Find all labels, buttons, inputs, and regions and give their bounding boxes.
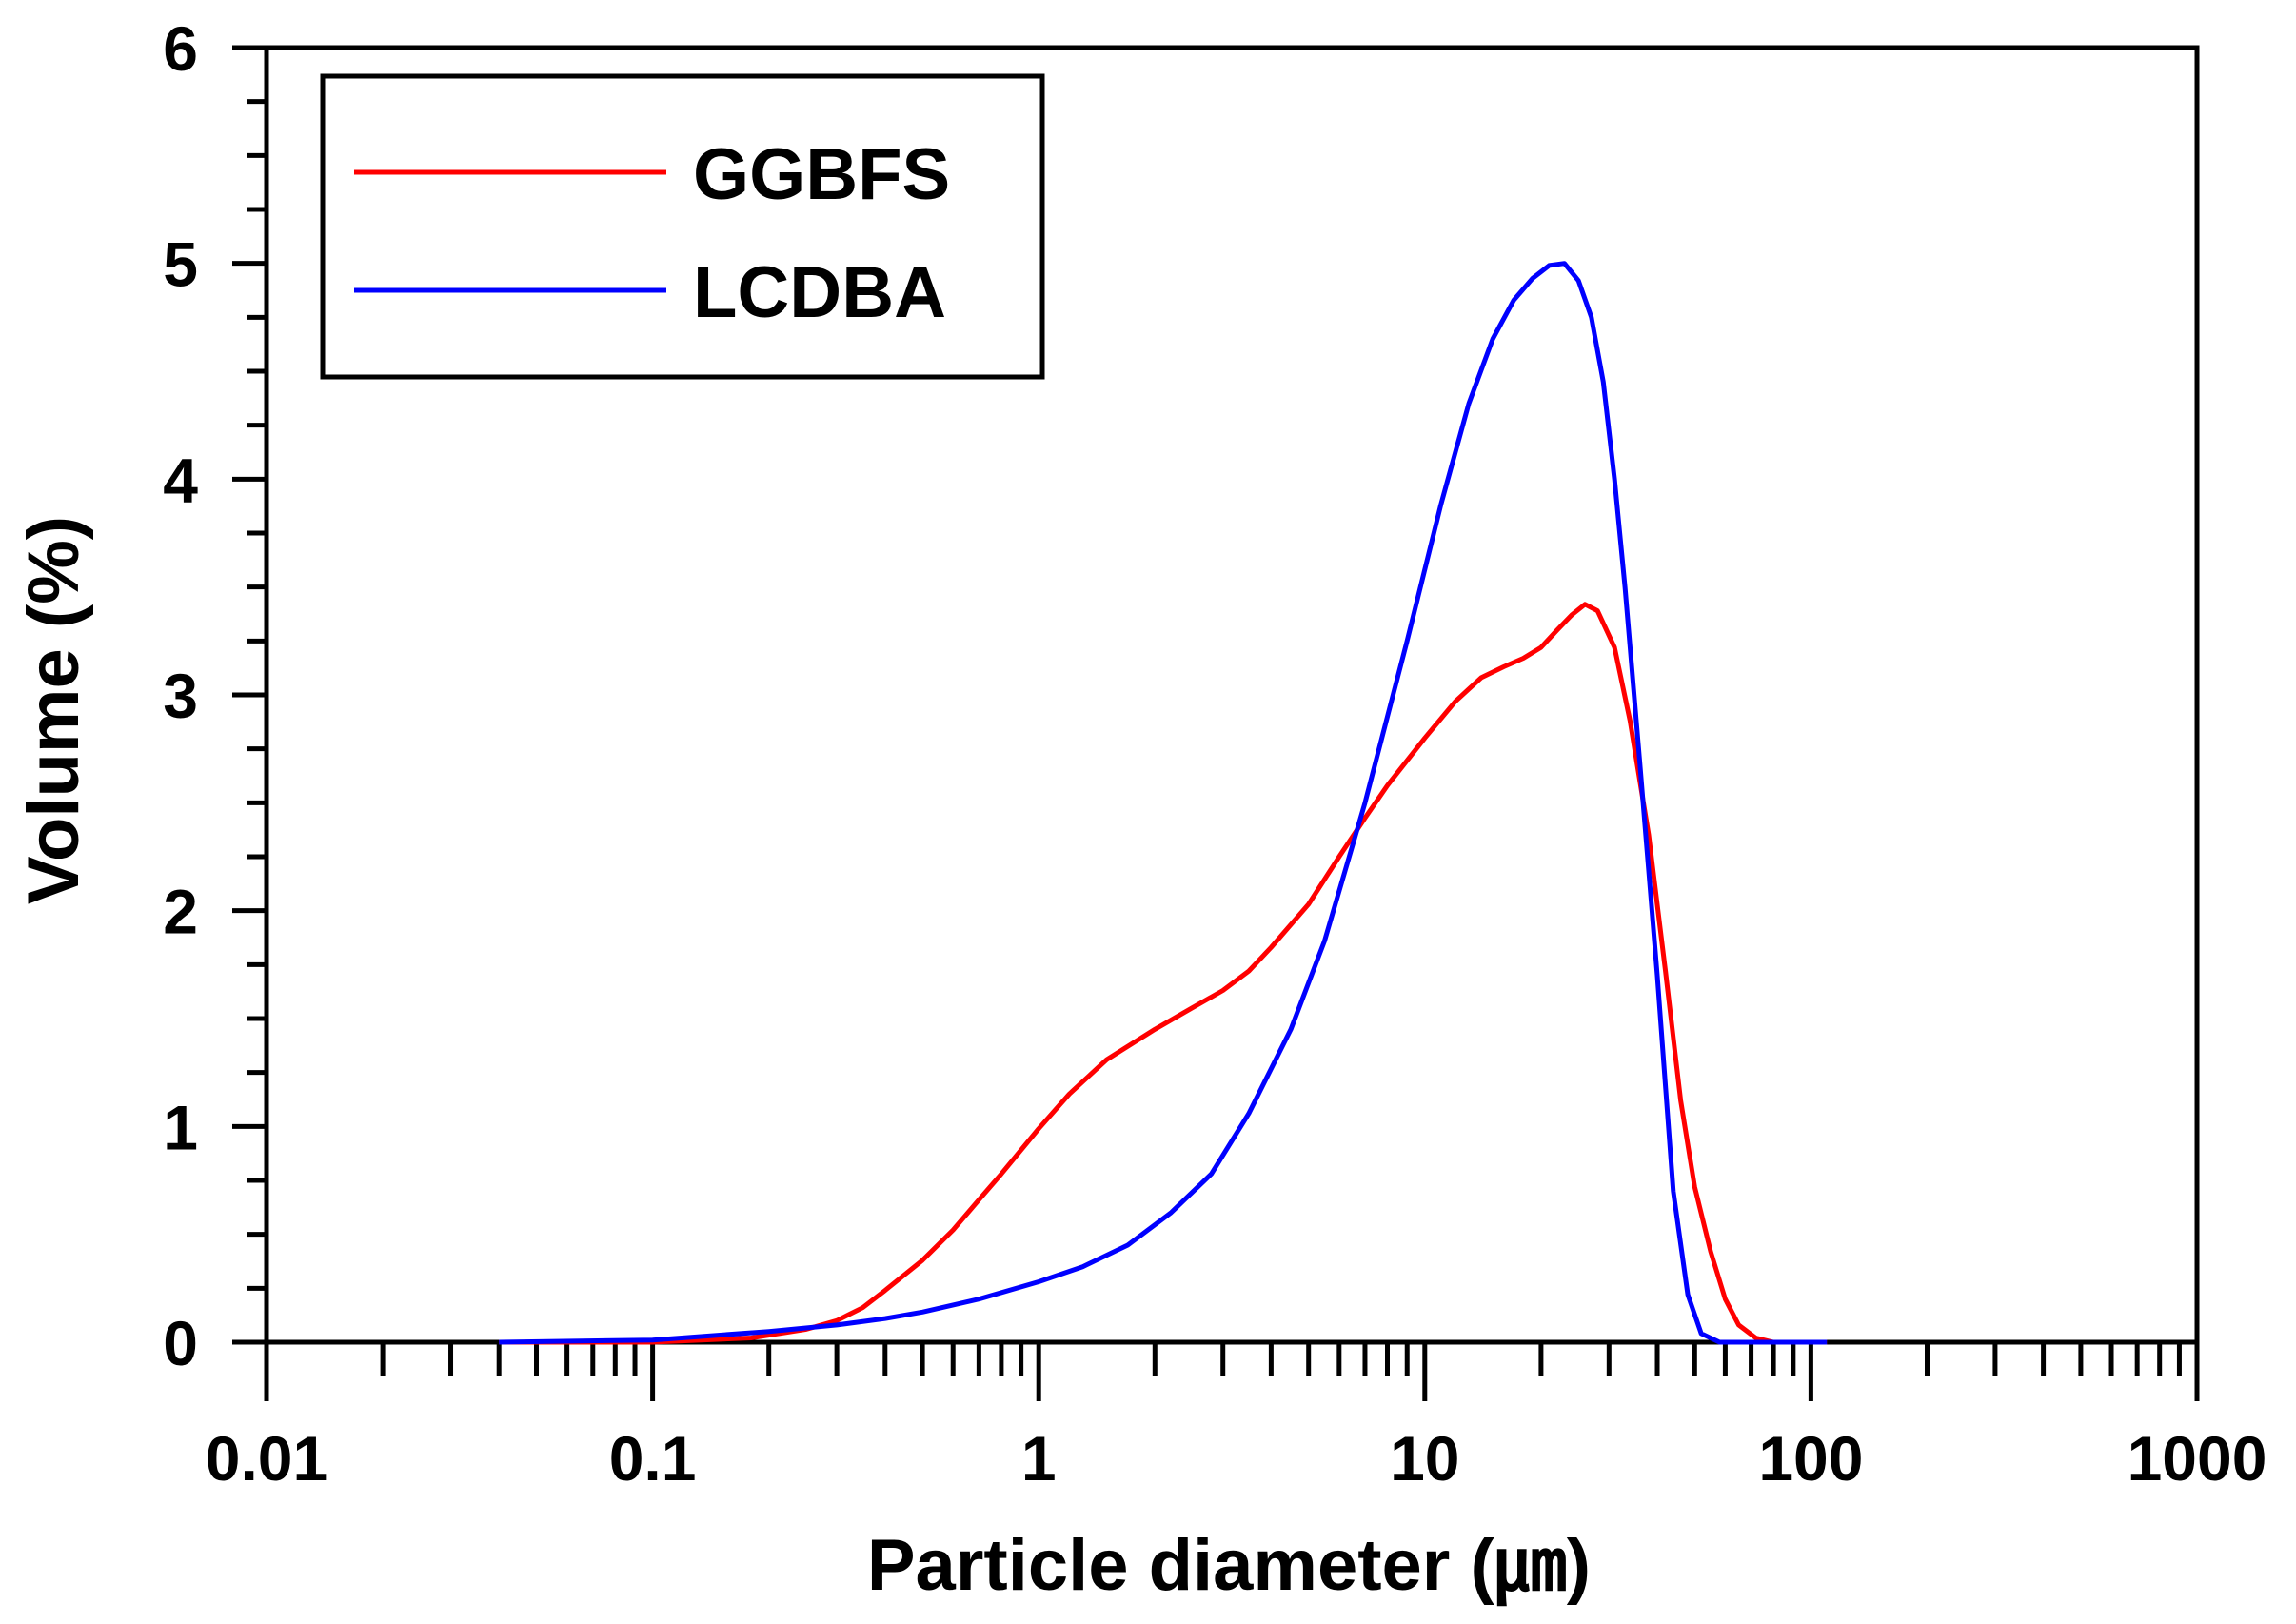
legend-label-lcdba: LCDBA (693, 252, 946, 333)
y-tick-label: 6 (163, 13, 198, 84)
x-tick-label: 0.1 (609, 1423, 697, 1494)
x-tick-label: 0.01 (206, 1423, 327, 1494)
y-tick-label: 2 (163, 877, 198, 947)
y-axis-title: Volume (%) (13, 516, 94, 904)
series-layer (499, 261, 1828, 1345)
major-tick-marks (232, 45, 2200, 1401)
y-tick-label: 4 (163, 445, 198, 515)
y-tick-label: 0 (163, 1308, 198, 1378)
x-tick-label: 100 (1758, 1423, 1863, 1494)
x-tick-label: 10 (1390, 1423, 1459, 1494)
y-tick-label: 5 (163, 229, 198, 300)
y-tick-labels: 0 1 2 3 4 5 6 (163, 13, 198, 1378)
series-line-ggbfs (499, 602, 1828, 1345)
legend: GGBFS LCDBA (320, 73, 1045, 380)
x-axis-title: Particle diameter (㎛) (867, 1525, 1591, 1607)
series-line-lcdba (499, 261, 1828, 1345)
x-tick-labels: 0.01 0.1 1 10 100 1000 (206, 1423, 2267, 1494)
x-tick-label: 1 (1021, 1423, 1057, 1494)
legend-label-ggbfs: GGBFS (693, 134, 950, 215)
legend-box (320, 73, 1045, 380)
y-tick-label: 3 (163, 661, 198, 731)
minor-tick-marks (247, 99, 2182, 1376)
y-tick-label: 1 (163, 1092, 198, 1162)
x-tick-label: 1000 (2128, 1423, 2267, 1494)
